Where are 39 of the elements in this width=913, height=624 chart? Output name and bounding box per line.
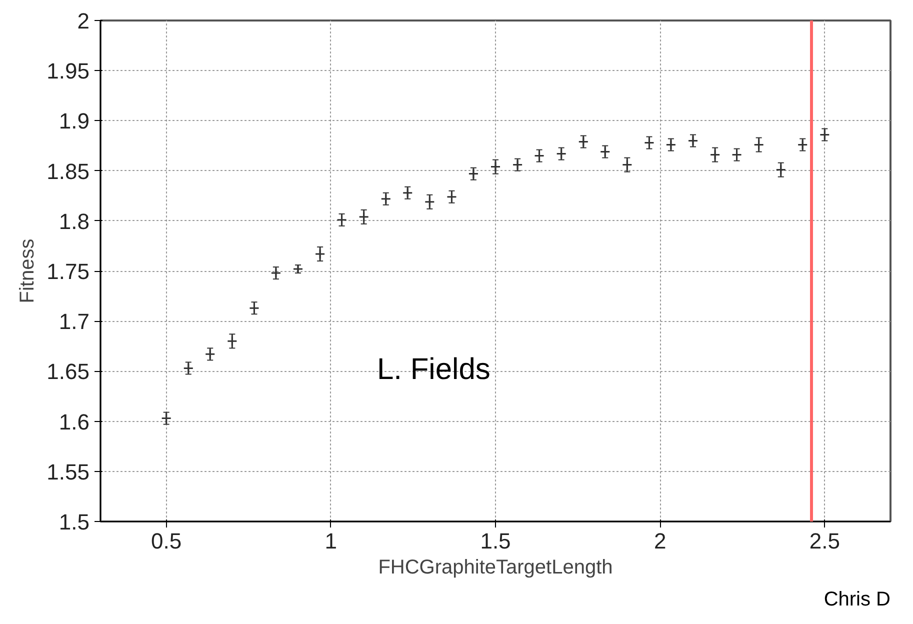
point [710, 150, 720, 160]
y-tick-label: 2 [77, 8, 90, 34]
y-axis-title: Fitness [16, 238, 39, 304]
point [424, 196, 435, 208]
point [622, 160, 632, 170]
y-tick-label: 1.55 [46, 459, 90, 484]
text: Chris D [824, 588, 890, 610]
y-tick-label: 1.7 [58, 309, 90, 334]
y-tick-label: 1.8 [58, 208, 90, 234]
point [270, 268, 282, 278]
y-tick-label: 1.75 [46, 259, 90, 284]
x-axis-title: FHCGraphiteTargetLength [378, 556, 613, 578]
x-tick-label: 1 [324, 528, 338, 554]
point [688, 135, 698, 146]
point [358, 212, 370, 222]
point [183, 362, 194, 374]
y-tick-label: 1.5 [58, 510, 90, 534]
point [226, 336, 238, 346]
point [797, 140, 808, 150]
y-tick-label: 1.65 [46, 359, 90, 384]
point [754, 140, 764, 150]
point [402, 188, 413, 198]
point [534, 150, 545, 162]
y-tick-label: 1.85 [46, 158, 90, 184]
x-tick-label: 1.5 [480, 528, 511, 554]
x-tick-label: 2 [654, 528, 666, 554]
point [248, 302, 260, 314]
point [314, 248, 326, 260]
annotation: L. Fields [377, 353, 490, 386]
point [490, 162, 501, 172]
y-tick-label: 1.9 [58, 108, 90, 134]
y-tick-label: 1.95 [46, 58, 90, 84]
x-tick-label: 2.5 [809, 528, 840, 554]
x-tick-label: 0.5 [151, 528, 182, 554]
point [776, 164, 786, 176]
point [600, 146, 610, 158]
point [336, 214, 348, 226]
point [666, 140, 676, 150]
y-tick-label: 1.6 [58, 409, 90, 434]
